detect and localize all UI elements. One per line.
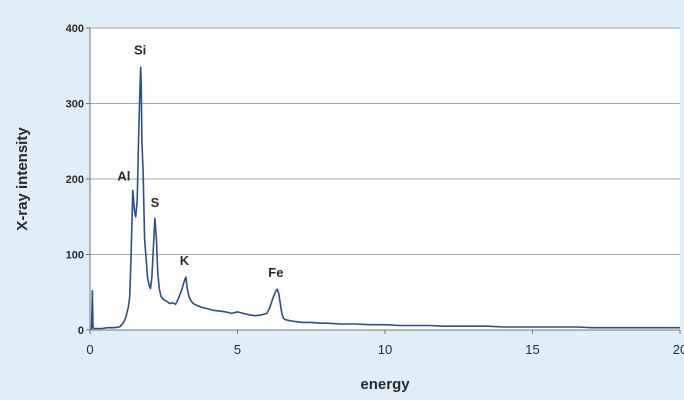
x-tick-label: 0 [86, 342, 93, 357]
x-tick-label: 5 [234, 342, 241, 357]
y-tick-label: 0 [78, 325, 84, 337]
y-tick-label: 400 [66, 23, 84, 35]
peak-label-s: S [151, 195, 160, 210]
y-axis-label: X-ray intensity [14, 127, 31, 231]
x-tick-label: 20 [673, 342, 684, 357]
y-tick-label: 300 [66, 99, 84, 111]
peak-label-al: Al [117, 169, 130, 184]
peak-label-si: Si [134, 42, 146, 57]
x-tick-label: 15 [525, 342, 539, 357]
peak-label-k: K [180, 253, 190, 268]
x-tick-label: 10 [378, 342, 392, 357]
peak-label-fe: Fe [268, 265, 283, 280]
y-tick-label: 100 [66, 250, 84, 262]
x-axis-label: energy [360, 376, 410, 393]
y-tick-label: 200 [66, 174, 84, 186]
